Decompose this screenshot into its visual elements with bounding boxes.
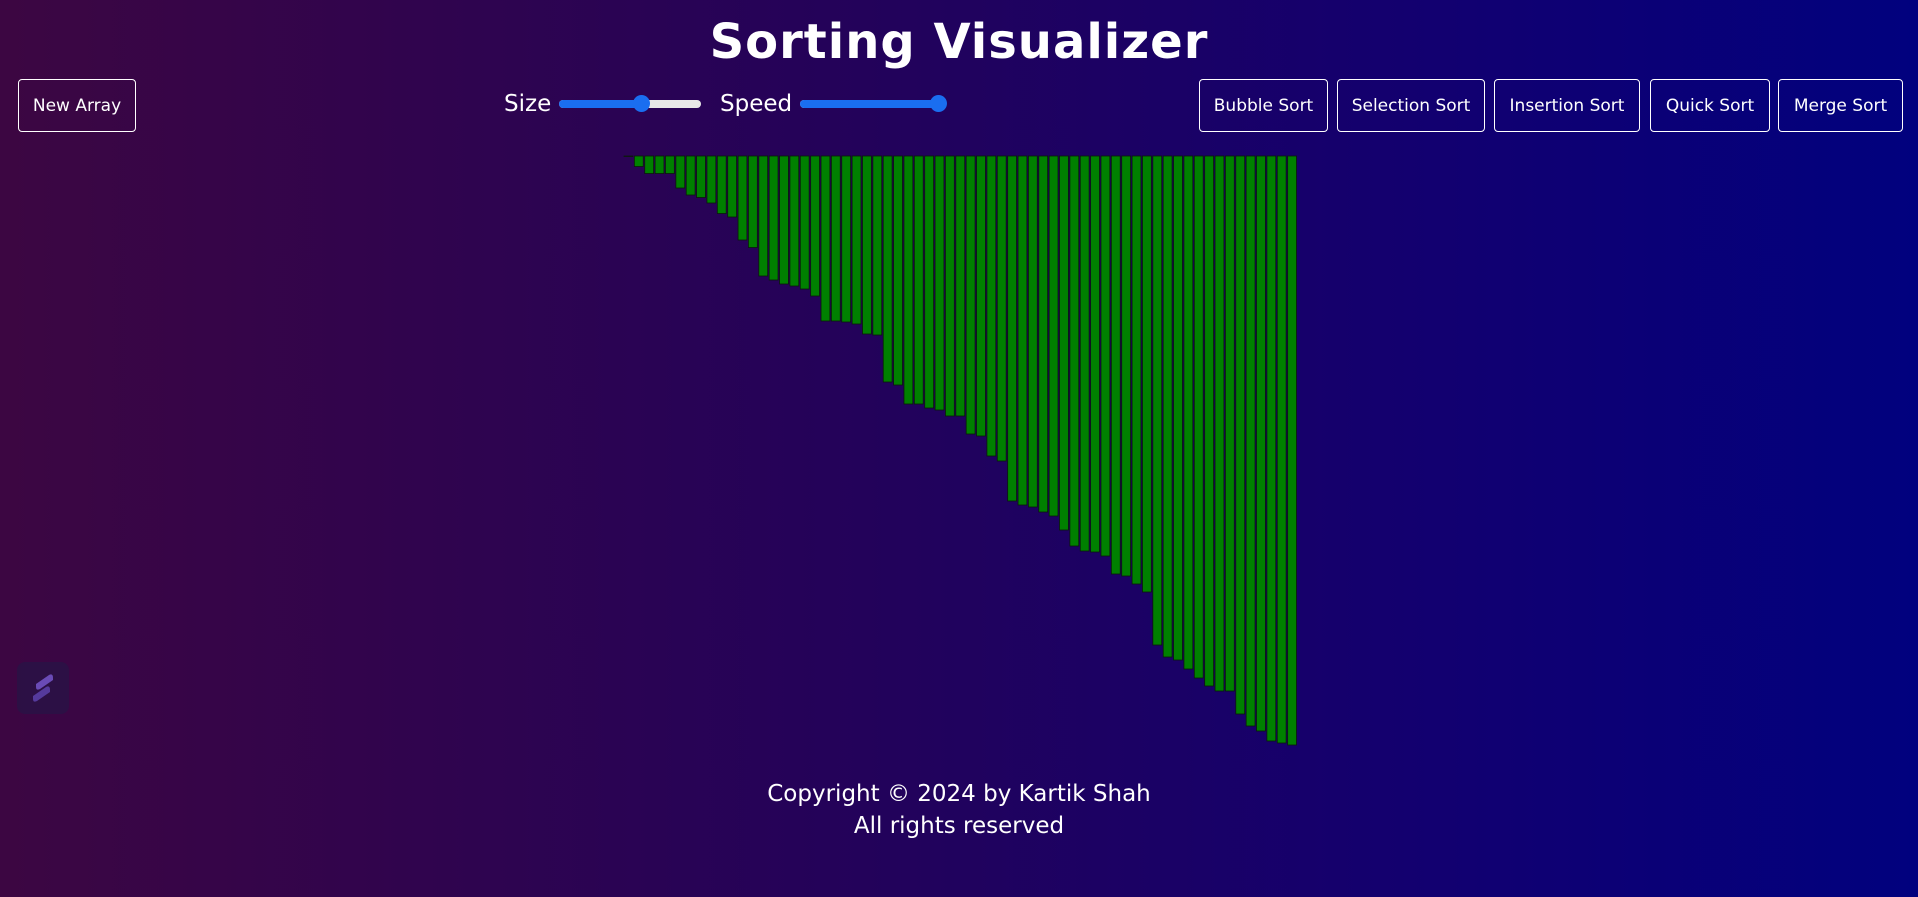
array-bar	[1256, 155, 1266, 732]
array-bar	[841, 155, 852, 323]
array-bar	[758, 155, 769, 277]
array-bar	[1038, 155, 1049, 513]
quick-sort-button[interactable]: Quick Sort	[1650, 79, 1770, 132]
array-bar	[1225, 155, 1235, 692]
array-bar	[810, 155, 820, 297]
size-slider-group: Size	[504, 89, 702, 119]
array-bar	[1142, 155, 1152, 593]
array-bar	[644, 155, 655, 174]
array-bar	[893, 155, 903, 386]
array-bar	[1193, 155, 1204, 679]
array-bar	[1287, 155, 1297, 746]
insertion-sort-button[interactable]: Insertion Sort	[1494, 79, 1640, 132]
array-bar	[1235, 155, 1246, 715]
array-bar	[1266, 155, 1277, 742]
array-bar	[706, 155, 717, 204]
merge-sort-button[interactable]: Merge Sort	[1778, 79, 1903, 132]
array-bar	[675, 155, 686, 189]
array-bar	[789, 155, 800, 287]
array-bar	[1276, 155, 1287, 744]
array-bar	[996, 155, 1007, 462]
array-bar	[623, 155, 634, 157]
array-bar	[1245, 155, 1256, 727]
array-bar	[955, 155, 966, 417]
array-bar	[748, 155, 758, 248]
array-bar	[1090, 155, 1100, 553]
new-array-button[interactable]: New Array	[18, 79, 136, 132]
array-bar	[1069, 155, 1080, 547]
array-bar	[1183, 155, 1194, 670]
array-bar	[1059, 155, 1069, 531]
array-bar	[654, 155, 665, 174]
array-bar	[665, 155, 675, 174]
array-bar	[737, 155, 748, 241]
array-bar	[633, 155, 644, 167]
selection-sort-button[interactable]: Selection Sort	[1337, 79, 1485, 132]
footer-copyright: Copyright © 2024 by Kartik Shah	[767, 781, 1151, 807]
bubble-sort-button[interactable]: Bubble Sort	[1199, 79, 1328, 132]
array-bar	[696, 155, 706, 198]
array-bar	[1048, 155, 1059, 517]
array-bar	[1214, 155, 1225, 692]
speed-slider-thumb[interactable]	[930, 95, 948, 112]
speed-slider-fill	[800, 100, 939, 108]
array-bar	[913, 155, 924, 405]
array-bar	[872, 155, 883, 336]
array-bar	[986, 155, 997, 457]
array-bar	[799, 155, 810, 290]
array-bar	[1100, 155, 1111, 557]
array-bar	[768, 155, 779, 281]
size-label: Size	[504, 91, 552, 117]
array-bar	[851, 155, 862, 325]
array-bar	[965, 155, 976, 435]
speed-slider-group: Speed	[720, 89, 948, 119]
size-slider[interactable]	[559, 95, 702, 112]
array-bar	[1173, 155, 1183, 661]
speed-slider[interactable]	[800, 95, 948, 112]
page-title: Sorting Visualizer	[709, 14, 1209, 70]
array-bar	[685, 155, 696, 196]
array-bar	[1121, 155, 1131, 577]
array-bar	[727, 155, 737, 218]
size-slider-fill	[559, 100, 642, 108]
size-slider-thumb[interactable]	[633, 95, 651, 112]
array-bar	[862, 155, 872, 335]
array-bar	[716, 155, 727, 214]
array-bar	[820, 155, 831, 322]
array-bar	[934, 155, 945, 411]
array-bar	[1162, 155, 1173, 658]
array-bar	[945, 155, 955, 417]
array-bar	[1204, 155, 1214, 687]
array-bar	[976, 155, 986, 437]
array-bar	[924, 155, 934, 409]
array-bar	[779, 155, 789, 285]
array-bar	[882, 155, 893, 383]
array-bar	[1110, 155, 1121, 575]
array-bar	[1007, 155, 1017, 502]
array-bar	[1079, 155, 1090, 552]
array-bar	[1152, 155, 1163, 646]
footer-rights: All rights reserved	[853, 813, 1065, 839]
stacked-layers-logo-icon	[33, 674, 53, 702]
array-bar	[1017, 155, 1028, 506]
array-bar	[1028, 155, 1038, 508]
array-bar	[1131, 155, 1142, 585]
array-bar	[903, 155, 914, 405]
speed-label: Speed	[720, 91, 793, 117]
floating-logo-badge[interactable]	[17, 662, 69, 714]
array-bar	[830, 155, 841, 322]
